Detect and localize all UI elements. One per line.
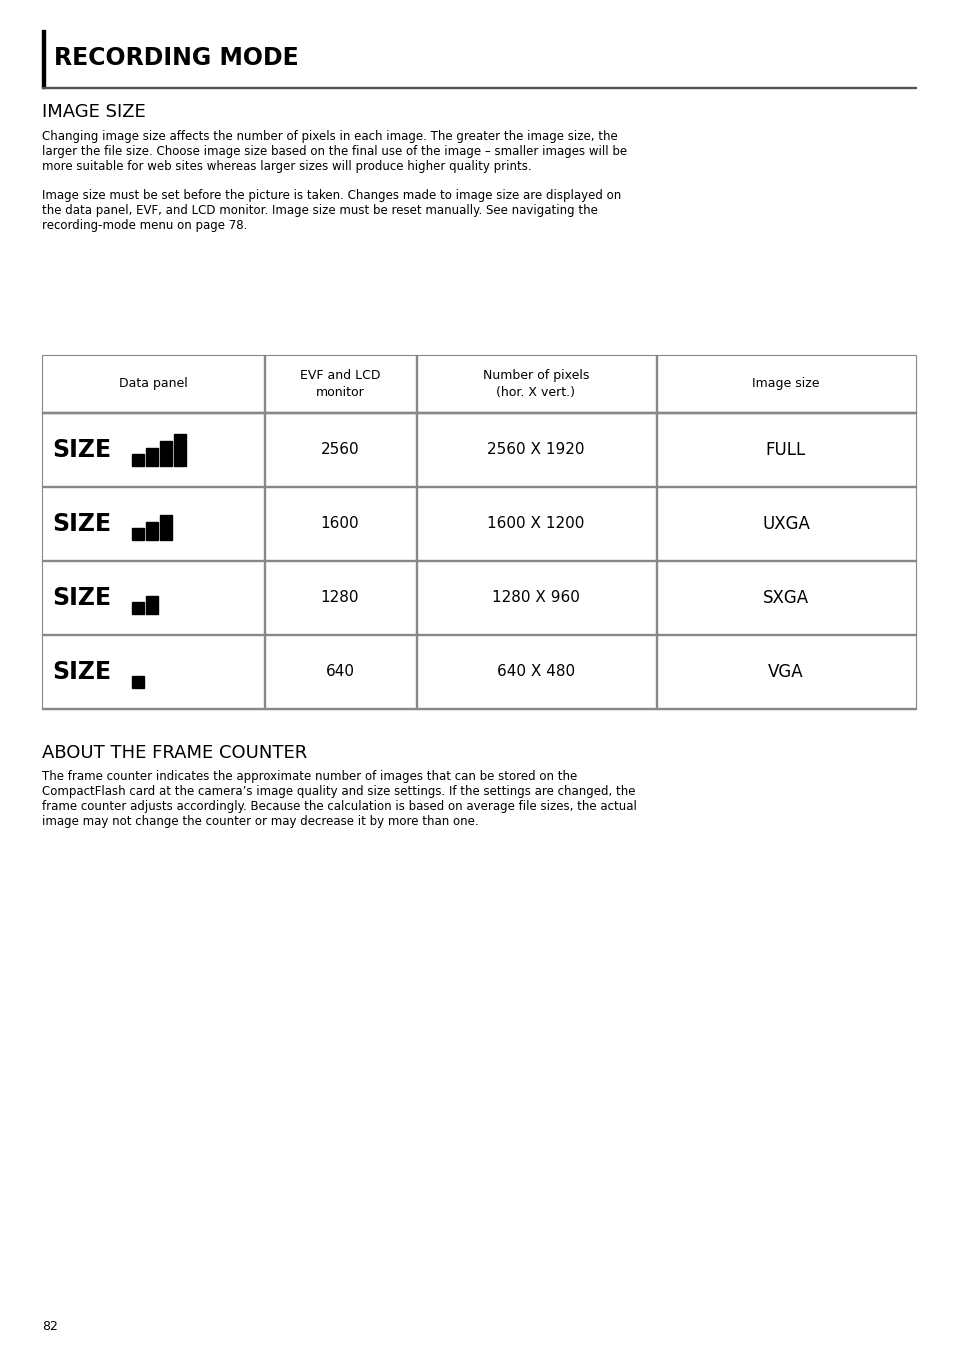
Bar — [160, 515, 172, 539]
Text: EVF and LCD
monitor: EVF and LCD monitor — [299, 369, 380, 399]
Text: frame counter adjusts accordingly. Because the calculation is based on average f: frame counter adjusts accordingly. Becau… — [42, 800, 637, 813]
Text: Image size: Image size — [752, 377, 819, 391]
Text: 82: 82 — [42, 1320, 58, 1333]
Bar — [146, 448, 158, 466]
Text: Changing image size affects the number of pixels in each image. The greater the : Changing image size affects the number o… — [42, 130, 618, 143]
Text: 1280: 1280 — [320, 591, 359, 606]
Bar — [42, 87, 915, 88]
Text: more suitable for web sites whereas larger sizes will produce higher quality pri: more suitable for web sites whereas larg… — [42, 160, 531, 173]
Text: recording-mode menu on page 78.: recording-mode menu on page 78. — [42, 219, 247, 233]
Text: FULL: FULL — [765, 441, 805, 458]
Text: SXGA: SXGA — [762, 589, 808, 607]
Text: Number of pixels
(hor. X vert.): Number of pixels (hor. X vert.) — [482, 369, 589, 399]
Text: larger the file size. Choose image size based on the final use of the image – sm: larger the file size. Choose image size … — [42, 145, 626, 158]
Text: 1600 X 1200: 1600 X 1200 — [487, 516, 584, 531]
Text: image may not change the counter or may decrease it by more than one.: image may not change the counter or may … — [42, 815, 478, 827]
Text: Data panel: Data panel — [118, 377, 187, 391]
Text: ABOUT THE FRAME COUNTER: ABOUT THE FRAME COUNTER — [42, 744, 307, 763]
Bar — [146, 522, 158, 539]
Text: SIZE: SIZE — [52, 438, 111, 462]
Bar — [132, 676, 144, 688]
Text: The frame counter indicates the approximate number of images that can be stored : The frame counter indicates the approxim… — [42, 771, 577, 783]
Text: RECORDING MODE: RECORDING MODE — [54, 46, 298, 70]
Text: 640: 640 — [325, 664, 355, 680]
Text: VGA: VGA — [767, 662, 803, 681]
Bar — [160, 441, 172, 466]
Text: Image size must be set before the picture is taken. Changes made to image size a: Image size must be set before the pictur… — [42, 189, 620, 201]
Bar — [132, 454, 144, 466]
Text: SIZE: SIZE — [52, 512, 111, 535]
Text: 2560 X 1920: 2560 X 1920 — [487, 442, 584, 457]
Text: IMAGE SIZE: IMAGE SIZE — [42, 103, 146, 120]
Bar — [132, 602, 144, 614]
Text: 1600: 1600 — [320, 516, 359, 531]
Text: CompactFlash card at the camera’s image quality and size settings. If the settin: CompactFlash card at the camera’s image … — [42, 786, 635, 798]
Text: 640 X 480: 640 X 480 — [497, 664, 575, 680]
Bar — [146, 596, 158, 614]
Text: the data panel, EVF, and LCD monitor. Image size must be reset manually. See nav: the data panel, EVF, and LCD monitor. Im… — [42, 204, 598, 218]
Bar — [173, 434, 186, 466]
Text: SIZE: SIZE — [52, 585, 111, 610]
Bar — [132, 529, 144, 539]
Bar — [42, 30, 45, 88]
Text: UXGA: UXGA — [761, 515, 809, 533]
Text: SIZE: SIZE — [52, 660, 111, 684]
Text: 1280 X 960: 1280 X 960 — [492, 591, 579, 606]
Text: 2560: 2560 — [320, 442, 359, 457]
Bar — [42, 356, 915, 708]
